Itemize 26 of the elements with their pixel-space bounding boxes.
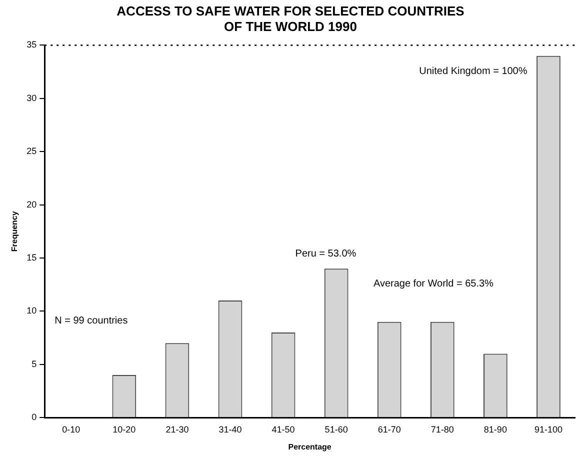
x-tick-label: 81-90 <box>484 424 507 434</box>
x-tick-label: 41-50 <box>272 424 295 434</box>
x-tick-label: 71-80 <box>430 424 454 434</box>
x-tick-label: 21-30 <box>166 424 189 434</box>
text: OF THE WORLD 1990 <box>224 18 357 34</box>
x-tick-label: 0-10 <box>62 424 80 434</box>
y-tick-label: 35 <box>26 40 37 50</box>
y-tick-label: 20 <box>26 199 37 210</box>
annotation: Peru = 53.0% <box>295 248 356 260</box>
x-tick-label: 91-100 <box>534 424 562 434</box>
annotation: N = 99 countries <box>54 316 128 327</box>
text: ACCESS TO SAFE WATER FOR SELECTED COUNTRIES <box>116 3 464 18</box>
y-tick-label: 30 <box>26 92 37 103</box>
x-tick-label: 10-20 <box>112 424 136 434</box>
y-axis-title: Frequency <box>10 210 20 252</box>
x-tick-label: 61-70 <box>378 424 401 434</box>
y-tick-label: 0 <box>32 412 37 422</box>
annotation: Average for World = 65.3% <box>373 278 494 290</box>
y-tick-label: 5 <box>32 358 37 369</box>
x-tick-label: 51-60 <box>324 424 348 434</box>
y-tick-label: 15 <box>26 252 37 262</box>
x-axis-title: Percentage <box>288 442 332 452</box>
x-tick-label: 31-40 <box>218 424 242 434</box>
annotation: United Kingdom = 100% <box>419 66 528 78</box>
y-tick-label: 25 <box>26 146 37 156</box>
y-tick-label: 10 <box>26 306 37 316</box>
